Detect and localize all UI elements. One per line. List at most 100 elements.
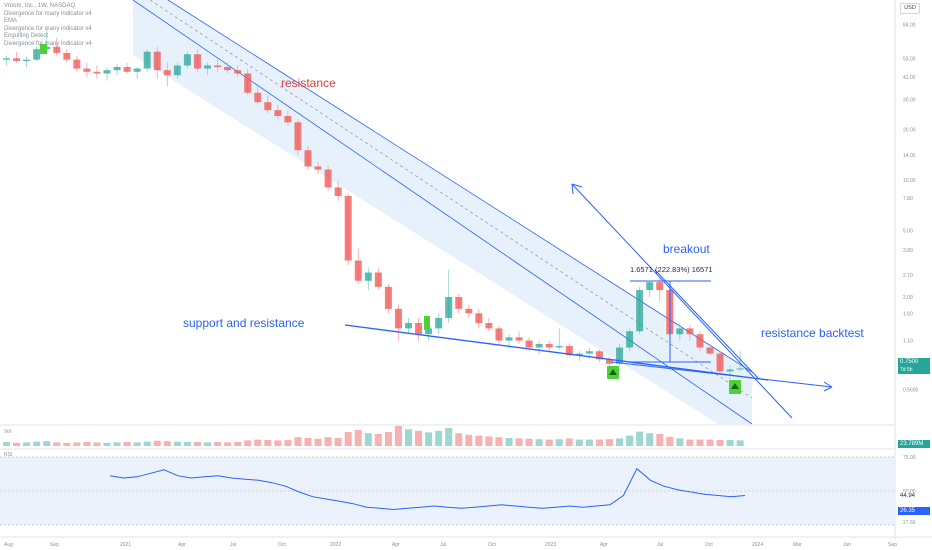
rsi-value-box: 26.35 (898, 507, 930, 515)
breakout-trendline (654, 269, 759, 379)
volume-bar (334, 438, 342, 446)
time-tick-label: Jul (440, 542, 446, 548)
volume-bar (716, 440, 724, 446)
annotation-breakout[interactable]: breakout (663, 242, 710, 256)
candle (314, 161, 322, 175)
volume-bar (425, 432, 433, 446)
candle-body (394, 308, 402, 329)
candle-body (545, 343, 553, 348)
rsi-panel-label: RSI (4, 452, 13, 458)
candle-body (505, 337, 513, 341)
candle (364, 267, 372, 291)
candle-body (244, 73, 252, 93)
measure-label[interactable]: 1.6571 (222.83%) 16571 (630, 265, 713, 274)
indicator-line[interactable]: Divergence for many indicator v4 (4, 40, 92, 47)
price-tick-label: 2.00 (903, 295, 913, 301)
candle-body (103, 70, 111, 74)
volume-bar (595, 439, 603, 446)
candle (224, 62, 232, 74)
candle (193, 49, 201, 72)
candle-body (93, 71, 101, 74)
candle-body (696, 334, 704, 348)
indicator-line[interactable]: Divergence for many indicator v4 (4, 10, 92, 17)
candle-body (264, 102, 272, 111)
volume-bar (53, 442, 61, 446)
candle (616, 343, 624, 366)
volume-bar (555, 439, 563, 446)
candle (344, 194, 352, 266)
candle (183, 51, 191, 69)
candle-body (565, 346, 573, 356)
candle-body (204, 65, 211, 69)
time-tick-label: Apr (392, 542, 400, 548)
annotation-resistance[interactable]: resistance (281, 76, 336, 90)
annotation-resistance-backtest[interactable]: resistance backtest (761, 326, 864, 340)
candle-body (224, 67, 232, 71)
volume-bar (415, 430, 423, 446)
candle-body (344, 196, 352, 261)
volume-bar (445, 428, 453, 446)
volume-bar (515, 438, 523, 446)
candle (445, 269, 453, 323)
candle-body (364, 272, 372, 281)
candle (53, 37, 61, 56)
candle (696, 331, 704, 352)
volume-bar (686, 439, 694, 446)
annotation-support-resistance[interactable]: support and resistance (183, 316, 305, 330)
countdown-box: 7d 5h (898, 366, 930, 374)
candle (465, 304, 473, 318)
candle (405, 317, 412, 335)
rsi-line (109, 467, 746, 511)
time-tick-label: Oct (705, 542, 713, 548)
volume-bar (324, 437, 332, 446)
channel-lower-line (132, 0, 753, 425)
currency-button[interactable]: USD (900, 3, 920, 14)
candle (204, 62, 211, 76)
indicator-line[interactable]: Engulfing Detect (4, 33, 49, 40)
candle (455, 293, 463, 314)
candle-body (214, 65, 222, 68)
volume-bar (525, 438, 533, 446)
candle-body (153, 51, 161, 71)
candle-body (183, 54, 191, 66)
candle (63, 49, 71, 63)
candle-body (314, 166, 322, 170)
indicator-line[interactable]: EMA (4, 18, 18, 25)
candle (113, 63, 121, 76)
volume-bar (33, 441, 41, 446)
price-axis: 84.00 53.00 41.00 30.00 20.00 14.00 10.00 7.80 5… (903, 23, 919, 526)
candle-body (133, 68, 141, 72)
volume-bar (706, 439, 714, 446)
candle (726, 365, 734, 379)
volume-bar (204, 442, 211, 446)
price-tick-label: 14.00 (903, 153, 916, 159)
volume-bar (163, 441, 171, 446)
candle (33, 46, 41, 62)
candle (485, 317, 493, 332)
candle-body (294, 122, 302, 151)
price-tick-label: 7.80 (903, 196, 913, 202)
up-arrow-icon (731, 383, 739, 389)
volume-bar (234, 442, 242, 446)
time-tick-label: Oct (278, 542, 286, 548)
candle-body (716, 353, 724, 372)
candle (575, 351, 583, 362)
time-axis: Aug Sep 2021 Apr Jul Oct 2022 Apr Jul Oct 2023 Apr J… (4, 542, 897, 548)
volume-bar (736, 440, 744, 446)
volume-bar (676, 438, 684, 446)
candle (83, 62, 91, 77)
candle-body (575, 353, 583, 356)
candle-body (656, 282, 664, 291)
indicator-line[interactable]: Divergence for many indicator v4 (4, 25, 92, 32)
candle-body (324, 169, 332, 188)
candle-body (405, 322, 412, 329)
volume-bar (244, 440, 252, 446)
volume-bar (274, 440, 282, 446)
rsi-panel (0, 456, 895, 526)
volume-bar (93, 442, 101, 446)
candle (264, 95, 272, 113)
candle (93, 65, 101, 79)
volume-bar (626, 435, 634, 446)
